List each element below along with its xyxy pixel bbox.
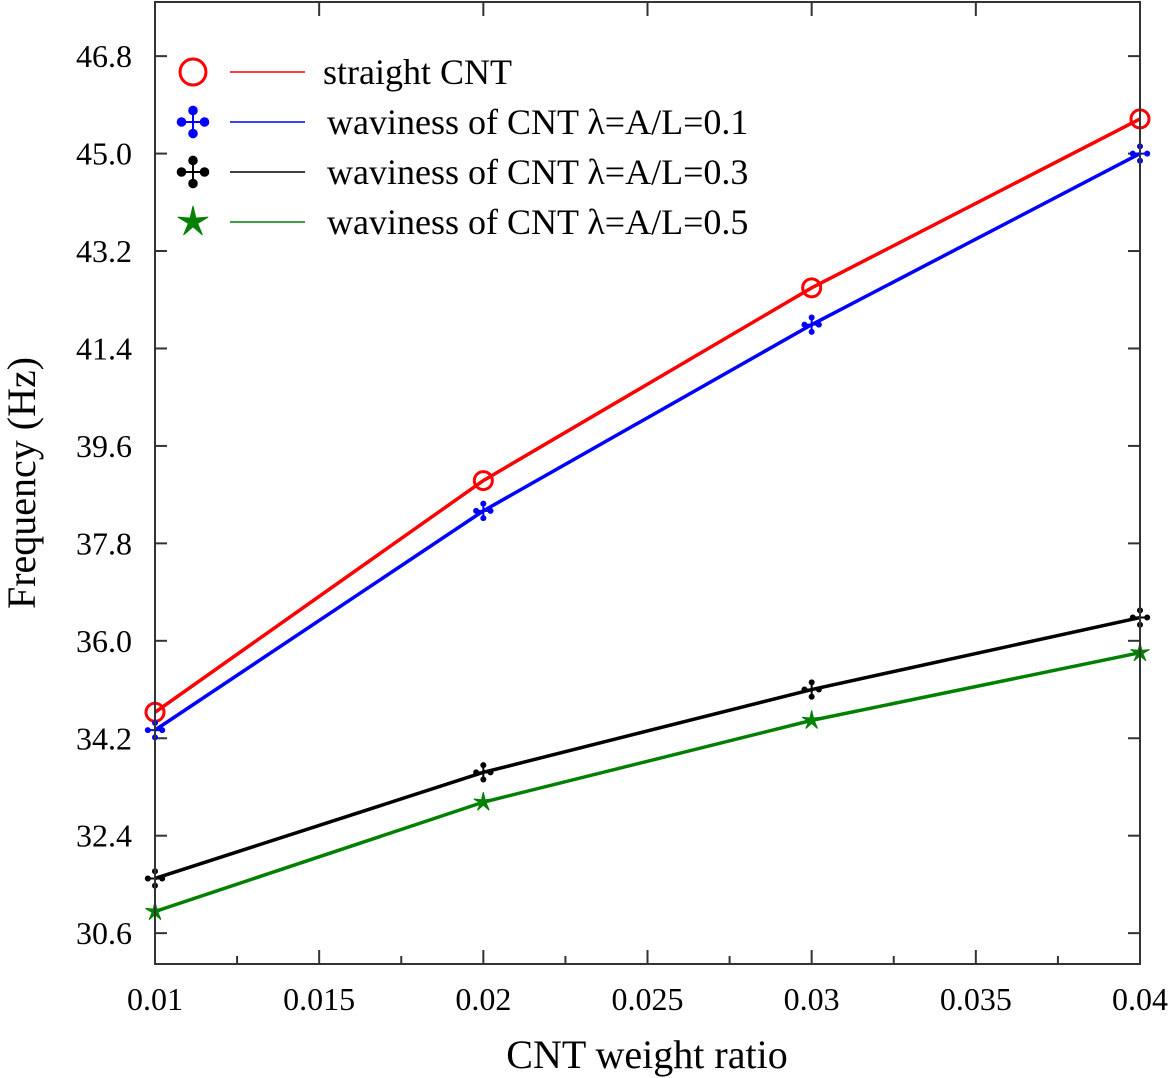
circle-marker — [178, 57, 208, 87]
four-arrows-marker — [473, 500, 494, 522]
legend: straight CNT waviness of CNT λ=A/L=0.1 wav… — [176, 52, 748, 242]
y-tick-label: 37.8 — [76, 525, 132, 561]
y-tick-label: 41.4 — [76, 330, 132, 366]
marker-arrowhead — [473, 769, 480, 776]
marker-arrowhead — [159, 875, 166, 882]
star-marker — [177, 205, 209, 236]
y-tick-label: 43.2 — [76, 233, 132, 269]
y-tick-label: 32.4 — [76, 818, 132, 854]
legend-label: waviness of CNT λ=A/L=0.3 — [327, 152, 748, 192]
circle-marker — [801, 277, 823, 299]
y-tick-label: 30.6 — [76, 915, 132, 951]
marker-arrowhead — [808, 328, 815, 335]
marker-arrowhead — [1144, 614, 1151, 621]
marker-arrowhead — [487, 769, 494, 776]
star-marker — [801, 710, 822, 729]
y-tick-label: 34.2 — [76, 720, 132, 756]
marker-arrowhead — [473, 507, 480, 514]
x-tick-label: 0.015 — [283, 981, 355, 1017]
marker-arrowhead — [176, 117, 187, 127]
marker-arrowhead — [188, 155, 198, 166]
marker-arrowhead — [199, 117, 210, 127]
marker-arrowhead — [801, 686, 808, 693]
y-tick-label: 45.0 — [76, 136, 132, 172]
y-tick-label: 36.0 — [76, 623, 132, 659]
y-tick-label: 46.8 — [76, 38, 132, 74]
marker-arrowhead — [480, 776, 487, 783]
legend-label: waviness of CNT λ=A/L=0.1 — [327, 102, 748, 142]
x-tick-label: 0.04 — [1112, 981, 1168, 1017]
series-line — [154, 651, 1141, 914]
marker-arrowhead — [808, 693, 815, 700]
series-line — [153, 117, 1141, 714]
plot-frame — [154, 1, 1141, 965]
marker-arrowhead — [480, 500, 487, 507]
marker-arrowhead — [480, 515, 487, 522]
marker-arrowhead — [815, 321, 822, 328]
marker-arrowhead — [176, 167, 187, 177]
marker-arrowhead — [1144, 150, 1151, 157]
marker-arrowhead — [808, 679, 815, 686]
series-line — [154, 152, 1141, 732]
marker-arrowhead — [159, 727, 166, 734]
marker-arrowhead — [815, 686, 822, 693]
legend-label: straight CNT — [323, 52, 512, 92]
star-marker — [473, 791, 494, 811]
marker-arrowhead — [188, 105, 198, 116]
marker-arrowhead — [188, 128, 198, 139]
marker-arrowhead — [144, 875, 151, 882]
circle-marker — [472, 470, 494, 492]
x-tick-label: 0.01 — [127, 981, 183, 1017]
marker-arrowhead — [1129, 614, 1136, 621]
y-axis-label: Frequency (Hz) — [0, 357, 44, 609]
x-tick-label: 0.025 — [612, 981, 684, 1017]
four-arrows-marker — [801, 314, 822, 335]
legend-label: waviness of CNT λ=A/L=0.5 — [327, 202, 748, 242]
marker-arrowhead — [487, 507, 494, 514]
marker-arrowhead — [199, 167, 210, 177]
y-tick-label: 39.6 — [76, 428, 132, 464]
marker-arrowhead — [188, 178, 198, 189]
four-arrows-marker — [473, 762, 494, 783]
four-arrows-marker — [176, 155, 210, 189]
four-arrows-marker — [176, 105, 210, 139]
x-tick-label: 0.03 — [784, 981, 840, 1017]
x-axis-label: CNT weight ratio — [506, 1032, 787, 1077]
marker-arrowhead — [144, 727, 151, 734]
series-line — [154, 615, 1141, 881]
x-tick-label: 0.02 — [455, 981, 511, 1017]
marker-arrowhead — [480, 762, 487, 769]
marker-arrowhead — [1129, 150, 1136, 157]
x-tick-label: 0.035 — [940, 981, 1012, 1017]
four-arrows-marker — [801, 679, 822, 700]
marker-arrowhead — [808, 314, 815, 321]
marker-arrowhead — [801, 321, 808, 328]
